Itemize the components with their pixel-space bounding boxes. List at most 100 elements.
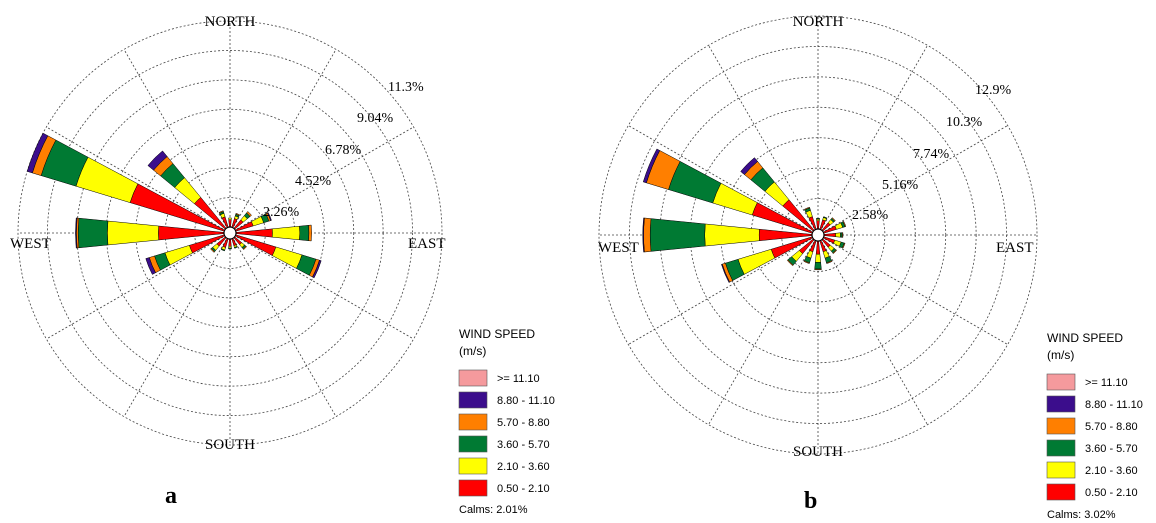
grid-spokes (18, 21, 442, 445)
grid-spoke (229, 232, 337, 417)
legend-entries: >= 11.10 8.80 - 11.10 5.70 - 8.80 3.60 - 5.… (458, 369, 555, 497)
direction-north-label: NORTH (793, 14, 844, 30)
grid-spoke (229, 49, 337, 234)
legend-label: 2.10 - 3.60 (497, 461, 550, 473)
grid-spoke (46, 232, 231, 340)
petal-segment (271, 246, 303, 269)
petal-segment (642, 148, 661, 184)
legend-label: 3.60 - 5.70 (497, 439, 550, 451)
petal-segment (145, 257, 156, 275)
petal-segment (271, 225, 301, 241)
direction-north-label: NORTH (205, 14, 256, 30)
petal-segment (835, 232, 841, 238)
ring-label: 5.16% (882, 178, 919, 193)
petal-segment (816, 220, 820, 230)
petal-segment (831, 217, 836, 222)
legend-label: >= 11.10 (1085, 377, 1128, 389)
ring-label: 10.3% (946, 115, 983, 130)
legend-swatch (458, 369, 488, 387)
petal-segment (841, 232, 844, 238)
petal-segment (242, 245, 247, 250)
petal-segment (129, 183, 226, 232)
petal-segment (721, 263, 731, 283)
calm-center-circle (223, 226, 237, 240)
grid-ring (598, 15, 1038, 455)
petal-segment (220, 248, 226, 252)
grid-spoke (817, 234, 1008, 345)
legend-swatch (1046, 439, 1076, 457)
petal-segment (77, 217, 109, 249)
petal-segment (235, 228, 273, 238)
legend-label: >= 11.10 (497, 373, 540, 385)
grid-spokes (599, 16, 1037, 454)
petal-segment (228, 219, 232, 228)
grid-spoke (628, 234, 819, 345)
ring-label: 12.9% (975, 83, 1012, 98)
legend-b: WIND SPEED (m/s) >= 11.10 8.80 - 11.10 5.7… (1046, 331, 1143, 521)
ring-label: 4.52% (295, 174, 332, 189)
grid-spoke (817, 125, 1008, 236)
petal-segment (815, 253, 821, 263)
petal-segment (826, 260, 833, 264)
petal-segment (832, 249, 838, 255)
petal-segment (147, 150, 168, 171)
rose-petals (642, 148, 847, 283)
ring-label: 2.58% (852, 208, 889, 223)
grid-ring (17, 20, 443, 446)
petal-segment (823, 216, 828, 220)
petal-segment (737, 248, 776, 275)
panel-label-b: b (804, 488, 817, 514)
grid-spoke (229, 232, 414, 340)
ring-label: 6.78% (325, 143, 362, 158)
petal-segment (299, 225, 310, 241)
ring-label: 9.04% (357, 111, 394, 126)
legend-swatch (1046, 483, 1076, 501)
petal-segment (308, 224, 312, 242)
petal-segment (643, 217, 652, 253)
petal-segment (235, 212, 241, 216)
petal-segment (218, 210, 224, 214)
petal-segment (228, 217, 232, 221)
grid-spoke (123, 232, 231, 417)
legend-unit: (m/s) (1047, 348, 1074, 362)
legend-unit: (m/s) (459, 344, 486, 358)
petal-segment (842, 220, 847, 228)
petal-segment (246, 211, 252, 217)
direction-south-label: SOUTH (793, 444, 843, 460)
legend-swatch (458, 435, 488, 453)
grid-spoke (817, 45, 928, 236)
grid-spoke (817, 234, 928, 425)
legend-label: 0.50 - 2.10 (497, 483, 550, 495)
petal-segment (649, 218, 706, 252)
petal-segment (841, 242, 846, 249)
legend-label: 2.10 - 3.60 (1085, 465, 1138, 477)
legend-label: 5.70 - 8.80 (1085, 421, 1138, 433)
legend-swatch (458, 457, 488, 475)
petal-segment (75, 156, 139, 203)
legend-label: 8.80 - 11.10 (1085, 399, 1143, 411)
petal-segment (816, 218, 820, 220)
ring-label: 2.26% (263, 205, 300, 220)
ring-label: 11.3% (388, 80, 424, 95)
petal-segment (107, 220, 159, 246)
wind-rose-a: NORTH EAST SOUTH WEST 2.26% 4.52% 6.78% … (10, 14, 555, 516)
petal-segment (312, 259, 322, 279)
legend-swatch (1046, 395, 1076, 413)
legend-entries: >= 11.10 8.80 - 11.10 5.70 - 8.80 3.60 - 5.… (1046, 373, 1143, 501)
petal-segment (814, 268, 822, 271)
grid-spoke (708, 234, 819, 425)
petal-segment (815, 240, 821, 255)
legend-swatch (1046, 373, 1076, 391)
petal-segment (267, 212, 272, 221)
legend-title: WIND SPEED (1047, 331, 1123, 345)
petal-segment (228, 238, 232, 247)
petal-segment (814, 262, 822, 270)
legend-label: 3.60 - 5.70 (1085, 443, 1138, 455)
petal-segment (786, 259, 794, 267)
grid-spoke (628, 125, 819, 236)
grid-ring (47, 50, 413, 416)
petal-segment (164, 245, 193, 266)
direction-west-label: WEST (598, 240, 639, 256)
legend-label: 0.50 - 2.10 (1085, 487, 1138, 499)
